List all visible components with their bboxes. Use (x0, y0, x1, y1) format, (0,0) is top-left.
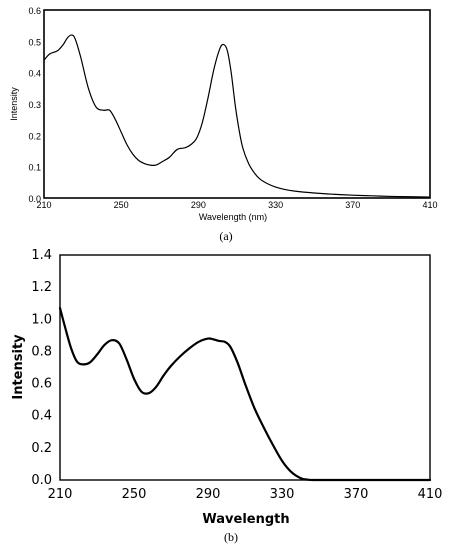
chart-b-ytick-label: 0.8 (31, 344, 52, 359)
chart-a: 210 250 290 330 370 410 0.0 0.1 0.2 0.3 0.4 0.5 0.6… (9, 6, 438, 243)
chart-b-xlabel: Wavelength (202, 512, 289, 527)
chart-b-xtick-label: 410 (418, 487, 443, 502)
chart-b-ylabel: Intensity (11, 334, 26, 400)
chart-b-ytick-label: 1.4 (31, 248, 52, 263)
chart-b-xtick-label: 210 (48, 487, 73, 502)
chart-a-xlabel: Wavelength (nm) (199, 212, 267, 222)
chart-b-xtick-label: 330 (270, 487, 295, 502)
chart-a-ytick-label: 0.2 (28, 131, 41, 141)
chart-b-xtick-label: 370 (344, 487, 369, 502)
chart-a-yticks: 0.0 0.1 0.2 0.3 0.4 0.5 0.6 (28, 6, 41, 204)
chart-a-ytick-label: 0.0 (28, 194, 41, 204)
chart-a-frame (43, 9, 431, 199)
chart-b-caption: (b) (224, 530, 238, 544)
chart-b-plot (58, 306, 432, 482)
chart-b-xticks: 210 250 290 330 370 410 (48, 487, 443, 502)
chart-a-xtick-label: 290 (191, 200, 206, 210)
chart-b-ytick-label: 0.4 (31, 409, 52, 424)
chart-a-ytick-label: 0.1 (28, 163, 41, 173)
chart-b-series-line (58, 306, 432, 482)
chart-a-xticks: 210 250 290 330 370 410 (36, 200, 437, 210)
chart-a-xtick-label: 250 (114, 200, 129, 210)
chart-a-ytick-label: 0.6 (28, 6, 41, 16)
chart-a-xtick-label: 210 (36, 200, 51, 210)
chart-b: 210 250 290 330 370 410 0.0 0.2 0.4 0.6 0.8 1.0 1.2… (11, 248, 442, 544)
chart-a-ytick-label: 0.4 (28, 69, 41, 79)
chart-b-ytick-label: 1.2 (31, 280, 52, 295)
chart-b-xtick-label: 250 (122, 487, 147, 502)
chart-a-series-line (43, 34, 431, 198)
chart-b-ytick-label: 0.0 (31, 473, 52, 488)
chart-a-ytick-label: 0.5 (28, 37, 41, 47)
chart-b-ytick-label: 0.6 (31, 377, 52, 392)
chart-b-frame (59, 254, 431, 481)
chart-b-ytick-label: 1.0 (31, 312, 52, 327)
chart-b-yticks: 0.0 0.2 0.4 0.6 0.8 1.0 1.2 1.4 (31, 248, 52, 488)
chart-a-plot (43, 34, 431, 198)
chart-b-ytick-label: 0.2 (31, 441, 52, 456)
chart-a-xtick-label: 410 (422, 200, 437, 210)
chart-a-ytick-label: 0.3 (28, 100, 41, 110)
chart-a-caption: (a) (219, 229, 232, 243)
chart-b-xtick-label: 290 (196, 487, 221, 502)
chart-a-xtick-label: 370 (345, 200, 360, 210)
chart-a-ylabel: Intensity (9, 87, 19, 121)
chart-a-xtick-label: 330 (268, 200, 283, 210)
